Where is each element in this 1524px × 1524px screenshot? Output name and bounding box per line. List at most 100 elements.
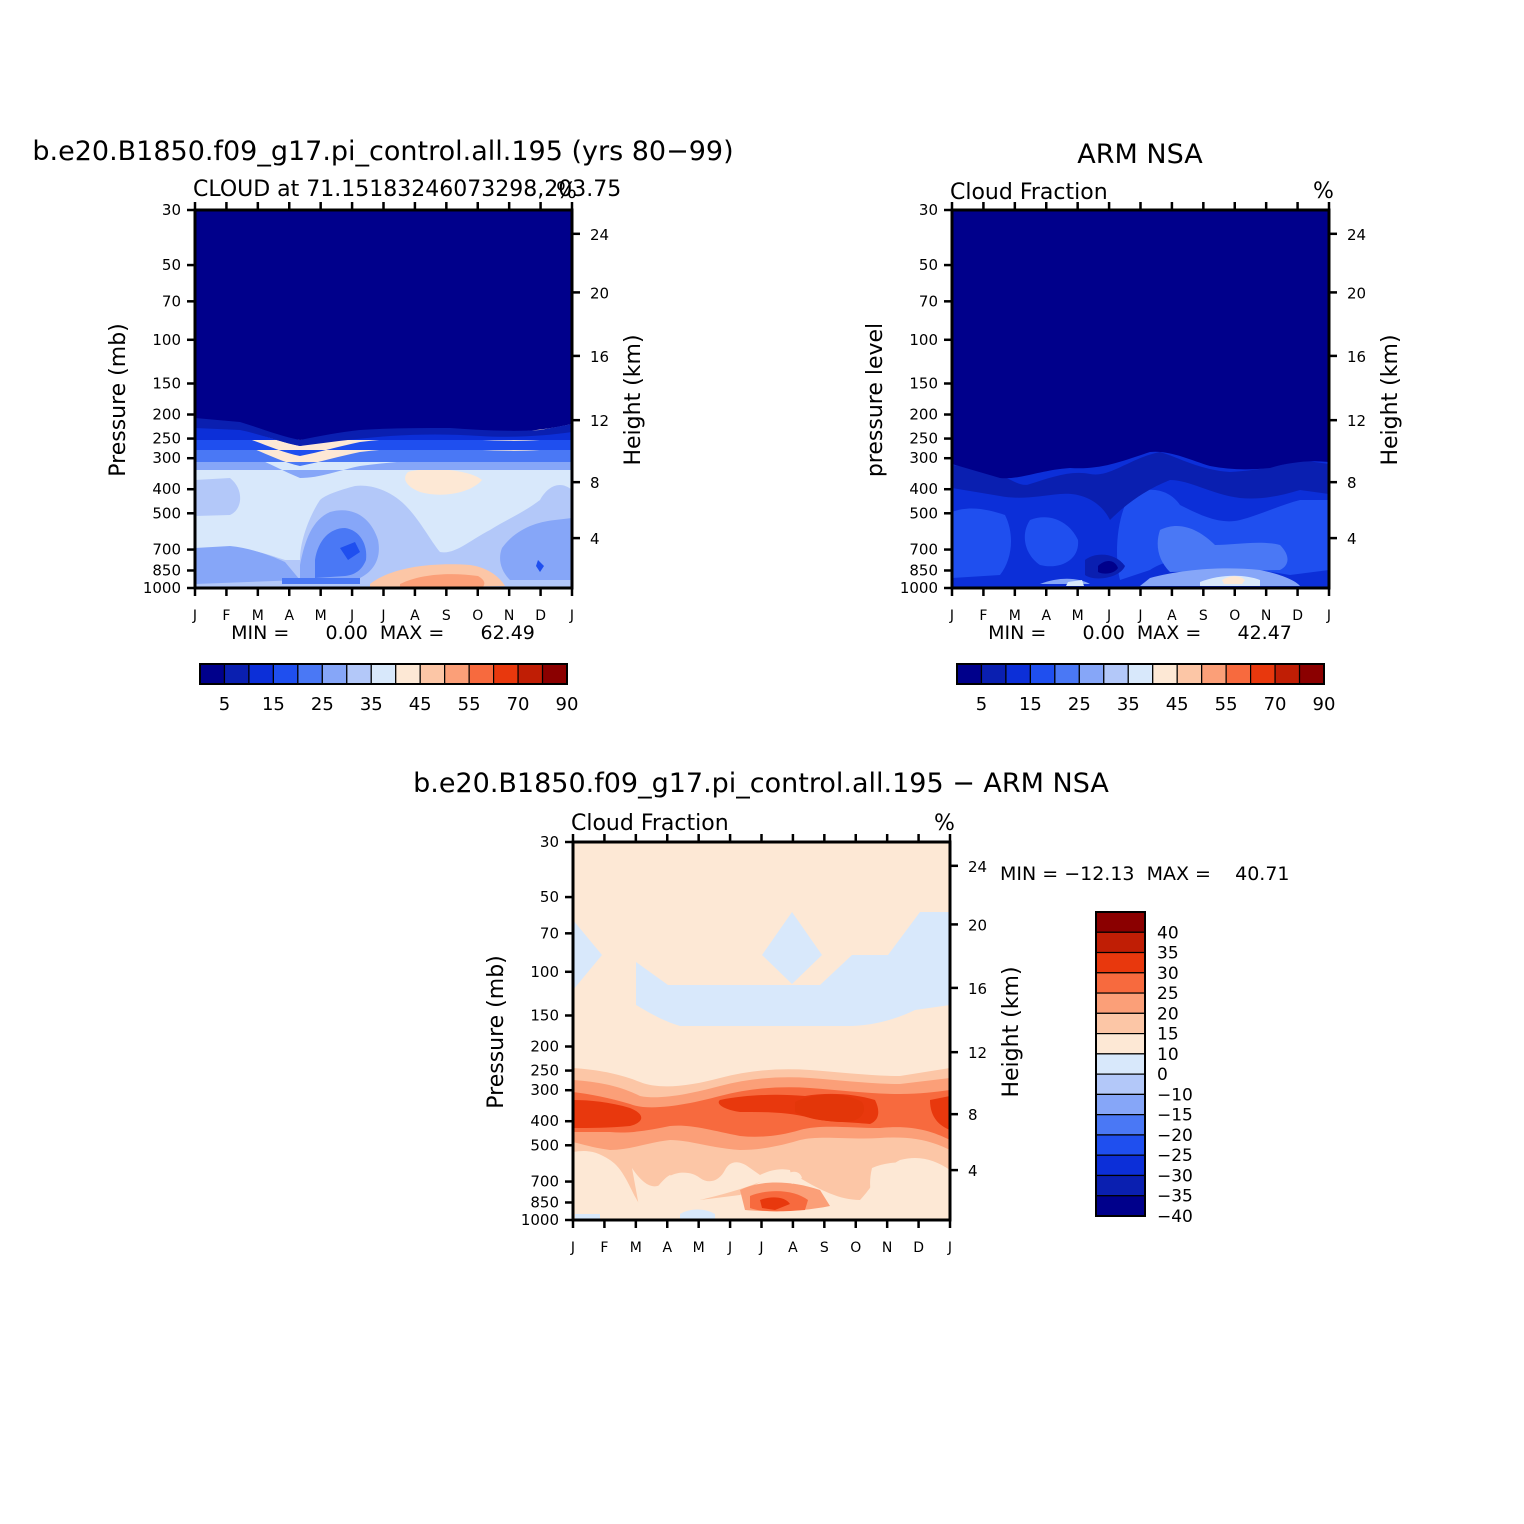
colorbar-swatch bbox=[541, 663, 568, 685]
contour-level-20 bbox=[195, 510, 572, 584]
colorbar-label: 90 bbox=[556, 694, 579, 715]
contour-level-25 bbox=[573, 1093, 950, 1210]
x-tick-label: M bbox=[315, 608, 327, 624]
y-tick-label: 70 bbox=[919, 292, 938, 310]
colorbar-label: 0 bbox=[1157, 1065, 1168, 1085]
colorbar-label: −10 bbox=[1157, 1085, 1193, 1105]
colorbar-swatch bbox=[1078, 663, 1105, 685]
colorbar-label: −30 bbox=[1157, 1166, 1193, 1186]
y-tick-label: 250 bbox=[152, 430, 181, 448]
colorbar-label: 5 bbox=[976, 694, 987, 715]
x-tick-label: J bbox=[947, 1240, 952, 1256]
x-tick-label: A bbox=[284, 608, 294, 624]
colorbar-swatch bbox=[1054, 663, 1080, 685]
panel-obs-title: ARM NSA bbox=[1077, 139, 1203, 170]
panel-obs: ARM NSA Cloud Fraction % J F M A M J J A S O N D J 30… bbox=[863, 139, 1403, 715]
colorbar-label: 35 bbox=[360, 694, 383, 715]
y-tick-label: 150 bbox=[152, 374, 181, 392]
panel-model-y2label: Height (km) bbox=[621, 334, 646, 465]
panel-diff-left-label: Cloud Fraction bbox=[571, 811, 729, 836]
x-tick-label: A bbox=[1167, 608, 1177, 624]
contour-level-5-low bbox=[632, 1162, 937, 1212]
y2-tick-label: 12 bbox=[1347, 412, 1366, 430]
contour-level-20 bbox=[1157, 525, 1288, 572]
colorbar-label: 45 bbox=[409, 694, 432, 715]
contour-level-5 bbox=[952, 452, 1329, 579]
x-tick-label: J bbox=[192, 608, 197, 624]
y-tick-label: 1000 bbox=[900, 579, 938, 597]
y-tick-label: 100 bbox=[909, 331, 938, 349]
colorbar-label: 15 bbox=[262, 694, 285, 715]
y-tick-label: 500 bbox=[909, 504, 938, 522]
contour-level-0 bbox=[195, 210, 572, 440]
y2-tick-label: 4 bbox=[1347, 530, 1357, 548]
contour-level-25 bbox=[195, 478, 572, 588]
colorbar-label: 45 bbox=[1166, 694, 1189, 715]
colorbar-swatch bbox=[444, 663, 470, 685]
y-tick-label: 250 bbox=[909, 430, 938, 448]
x-tick-label: J bbox=[569, 608, 574, 624]
contour-level-30 bbox=[795, 1094, 865, 1122]
colorbar-swatch bbox=[248, 663, 275, 685]
y2-tick-label: 4 bbox=[968, 1162, 978, 1180]
panel-diff-y2label: Height (km) bbox=[999, 966, 1024, 1097]
y-tick-label: 70 bbox=[162, 292, 181, 310]
x-tick-label: A bbox=[662, 1240, 672, 1256]
x-tick-label: M bbox=[1072, 608, 1084, 624]
colorbar-label: 5 bbox=[219, 694, 230, 715]
colorbar-swatch bbox=[1127, 663, 1154, 685]
y-tick-label: 150 bbox=[530, 1006, 559, 1024]
y-tick-label: 200 bbox=[909, 406, 938, 424]
colorbar-swatch bbox=[1095, 1032, 1146, 1055]
y2-tick-label: 24 bbox=[968, 858, 987, 876]
x-tick-label: M bbox=[1009, 608, 1021, 624]
y2-tick-label: 24 bbox=[590, 226, 609, 244]
colorbar-swatch bbox=[1298, 663, 1325, 685]
x-tick-label: M bbox=[693, 1240, 705, 1256]
y2-tick-label: 16 bbox=[590, 348, 609, 366]
colorbar-frame bbox=[199, 663, 568, 685]
colorbar-swatch bbox=[468, 663, 495, 685]
y2-tick-label: 12 bbox=[590, 412, 609, 430]
y-tick-label: 250 bbox=[530, 1062, 559, 1080]
y-tick-label: 500 bbox=[530, 1136, 559, 1154]
panel-model-units: % bbox=[556, 179, 577, 204]
y-tick-label: 700 bbox=[909, 541, 938, 559]
x-tick-label: F bbox=[979, 608, 987, 624]
colorbar-swatch bbox=[493, 663, 519, 685]
x-tick-label: F bbox=[600, 1240, 608, 1256]
colorbar-swatch bbox=[1152, 663, 1178, 685]
panel-model-contours bbox=[195, 210, 572, 588]
contour-level-35 bbox=[1066, 575, 1260, 586]
colorbar-swatch bbox=[1249, 663, 1276, 685]
x-tick-label: A bbox=[410, 608, 420, 624]
x-tick-label: N bbox=[1261, 608, 1271, 624]
panel-diff-contours bbox=[573, 842, 950, 1220]
y2-tick-label: 24 bbox=[1347, 226, 1366, 244]
x-tick-label: N bbox=[882, 1240, 892, 1256]
x-tick-label: S bbox=[1199, 608, 1208, 624]
colorbar-swatch bbox=[346, 663, 372, 685]
y-tick-label: 150 bbox=[909, 374, 938, 392]
y-tick-label: 70 bbox=[540, 924, 559, 942]
x-tick-label: F bbox=[222, 608, 230, 624]
colorbar-swatch bbox=[1103, 663, 1129, 685]
colorbar-swatch bbox=[1095, 1134, 1146, 1156]
colorbar-swatch bbox=[395, 663, 421, 685]
panel-obs-y2label: Height (km) bbox=[1378, 334, 1403, 465]
contour-level-55 bbox=[400, 574, 485, 588]
y-tick-label: 400 bbox=[152, 480, 181, 498]
x-tick-label: O bbox=[1229, 608, 1240, 624]
y-tick-label: 700 bbox=[152, 541, 181, 559]
colorbar-swatch bbox=[370, 663, 397, 685]
y-tick-label: 300 bbox=[909, 449, 938, 467]
colorbar-label: −25 bbox=[1157, 1146, 1193, 1166]
y2-tick-label: 12 bbox=[968, 1044, 987, 1062]
x-tick-label: O bbox=[472, 608, 483, 624]
x-tick-label: S bbox=[820, 1240, 829, 1256]
panel-obs-contours bbox=[952, 210, 1329, 588]
colorbar-label: 55 bbox=[1215, 694, 1238, 715]
